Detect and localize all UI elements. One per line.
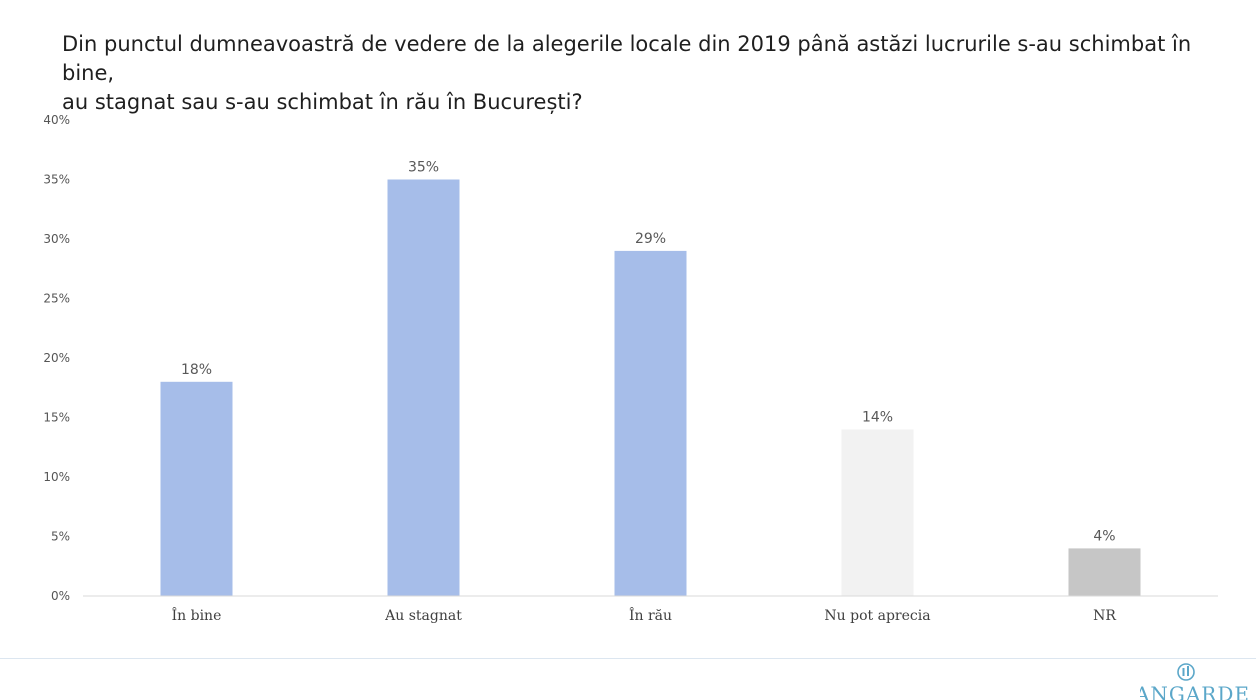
x-tick-label: În bine — [172, 606, 222, 624]
data-label: 4% — [1093, 528, 1115, 544]
bar — [614, 250, 687, 596]
x-tick-label: NR — [1093, 608, 1116, 624]
chart-title: Din punctul dumneavoastră de vedere de l… — [62, 30, 1212, 117]
logo-mark-icon — [1177, 663, 1195, 681]
bar-chart: 0% 5% 10% 15% 20% 25% 30% 35% 40% 18% În bine 35% Au… — [43, 113, 1218, 624]
y-tick-label: 30% — [43, 232, 70, 246]
y-tick-label: 10% — [43, 470, 70, 484]
y-tick-label: 40% — [43, 113, 70, 127]
x-tick-label: Au stagnat — [384, 608, 462, 624]
y-tick-label: 25% — [43, 292, 70, 306]
x-tick-label: În rău — [629, 606, 672, 624]
bar — [841, 429, 914, 596]
avangarde-logo: AVANGARDE — [1140, 660, 1250, 700]
footer-divider — [0, 658, 1256, 659]
bar — [387, 179, 460, 596]
logo-text: AVANGARDE — [1140, 682, 1250, 700]
y-tick-label: 5% — [51, 530, 70, 544]
y-tick-label: 20% — [43, 351, 70, 365]
y-tick-label: 15% — [43, 411, 70, 425]
chart-title-line-2: au stagnat sau s-au schimbat în rău în B… — [62, 90, 583, 114]
data-label: 18% — [181, 362, 212, 378]
chart-title-line-1: Din punctul dumneavoastră de vedere de l… — [62, 32, 1192, 85]
data-label: 14% — [862, 409, 893, 425]
y-tick-label: 35% — [43, 173, 70, 187]
data-label: 29% — [635, 231, 666, 247]
bar — [1068, 548, 1141, 596]
data-label: 35% — [408, 160, 439, 176]
bar — [160, 381, 233, 596]
x-tick-label: Nu pot aprecia — [824, 608, 930, 624]
y-tick-label: 0% — [51, 589, 70, 603]
